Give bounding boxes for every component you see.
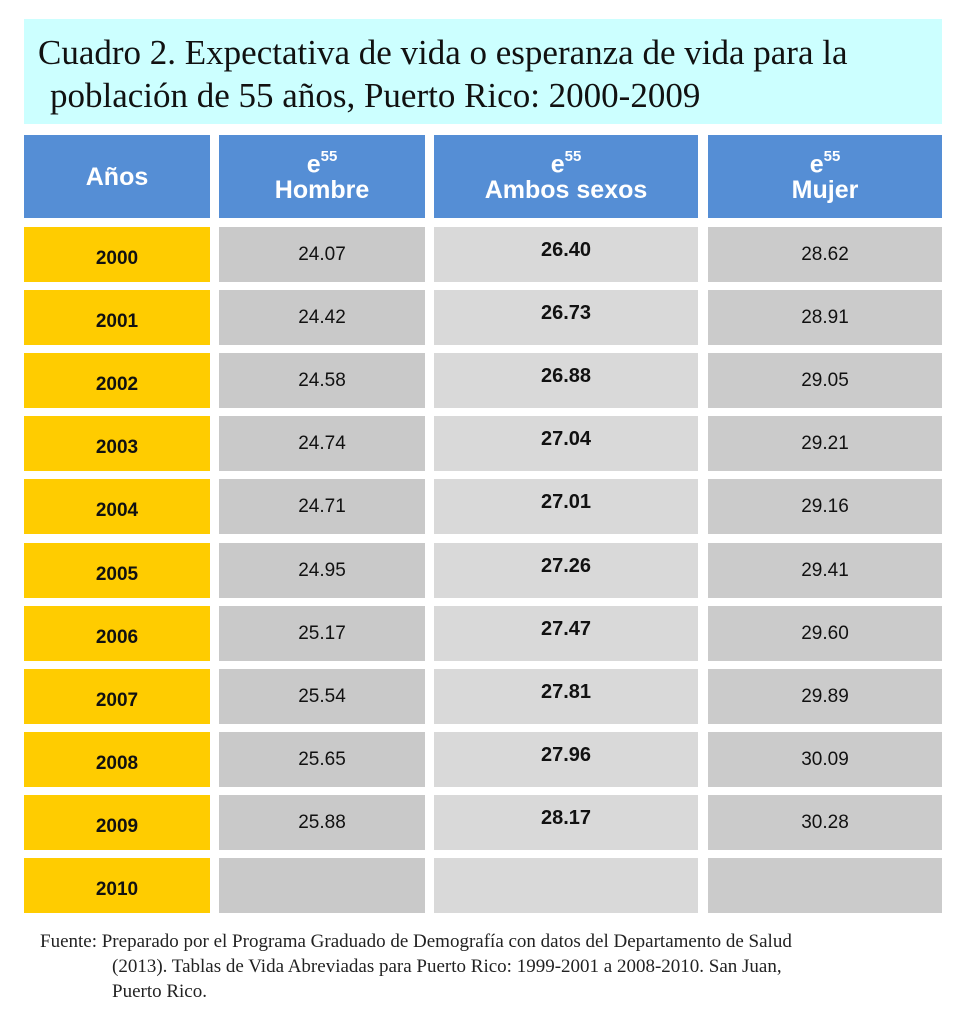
header-male-symbol: e55 (306, 147, 338, 179)
cell-year: 2001 (24, 290, 210, 345)
cell-male: 25.54 (219, 669, 425, 724)
cell-male: 24.42 (219, 290, 425, 345)
cell-female: 28.62 (708, 227, 942, 282)
cell-female: 29.16 (708, 479, 942, 534)
header-female: e55 Mujer (708, 135, 942, 218)
cell-year: 2007 (24, 669, 210, 724)
header-both-label: Ambos sexos (484, 176, 648, 205)
header-female-label: Mujer (791, 176, 859, 205)
cell-female: 30.09 (708, 732, 942, 787)
cell-male: 24.07 (219, 227, 425, 282)
cell-both: 27.81 (434, 669, 698, 724)
cell-year: 2006 (24, 606, 210, 661)
header-male: e55 Hombre (219, 135, 425, 218)
cell-male: 25.65 (219, 732, 425, 787)
cell-female: 28.91 (708, 290, 942, 345)
cell-both: 27.26 (434, 543, 698, 598)
cell-year: 2003 (24, 416, 210, 471)
header-years: Años (24, 135, 210, 218)
table-title: Cuadro 2. Expectativa de vida o esperanz… (24, 19, 942, 124)
cell-female: 29.89 (708, 669, 942, 724)
cell-male: 25.17 (219, 606, 425, 661)
source-line-2: (2013). Tablas de Vida Abreviadas para P… (112, 956, 782, 977)
cell-female: 29.60 (708, 606, 942, 661)
cell-female: 29.05 (708, 353, 942, 408)
header-both: e55 Ambos sexos (434, 135, 698, 218)
title-line-1: Cuadro 2. Expectativa de vida o esperanz… (38, 33, 848, 72)
cell-male: 24.58 (219, 353, 425, 408)
cell-both: 27.47 (434, 606, 698, 661)
header-years-label: Años (85, 162, 149, 191)
cell-both: 26.73 (434, 290, 698, 345)
cell-both: 27.96 (434, 732, 698, 787)
cell-both: 28.17 (434, 795, 698, 850)
cell-year: 2010 (24, 858, 210, 913)
header-male-label: Hombre (274, 176, 370, 205)
cell-year: 2005 (24, 543, 210, 598)
header-both-symbol: e55 (550, 147, 582, 179)
header-female-symbol: e55 (809, 147, 841, 179)
cell-year: 2008 (24, 732, 210, 787)
cell-both: 27.04 (434, 416, 698, 471)
cell-male: 25.88 (219, 795, 425, 850)
cell-year: 2004 (24, 479, 210, 534)
cell-year: 2002 (24, 353, 210, 408)
cell-year: 2009 (24, 795, 210, 850)
source-line-3: Puerto Rico. (112, 981, 207, 1002)
cell-female (708, 858, 942, 913)
title-line-2: población de 55 años, Puerto Rico: 2000-… (50, 76, 701, 115)
cell-female: 29.21 (708, 416, 942, 471)
cell-both: 26.88 (434, 353, 698, 408)
cell-year: 2000 (24, 227, 210, 282)
source-line-1: Fuente: Preparado por el Programa Gradua… (40, 931, 792, 952)
cell-male: 24.74 (219, 416, 425, 471)
source-note: Fuente: Preparado por el Programa Gradua… (40, 929, 940, 1004)
cell-male (219, 858, 425, 913)
cell-both: 26.40 (434, 227, 698, 282)
cell-male: 24.71 (219, 479, 425, 534)
cell-female: 29.41 (708, 543, 942, 598)
cell-both: 27.01 (434, 479, 698, 534)
cell-female: 30.28 (708, 795, 942, 850)
cell-male: 24.95 (219, 543, 425, 598)
cell-both (434, 858, 698, 913)
